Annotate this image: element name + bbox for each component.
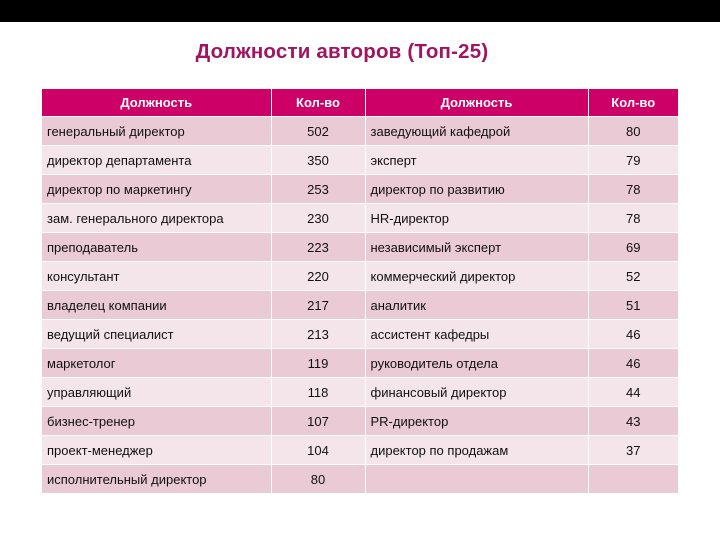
count-cell: 69 bbox=[588, 232, 678, 262]
count-cell: 213 bbox=[271, 319, 366, 349]
position-cell: ассистент кафедры bbox=[365, 319, 589, 349]
table-row: зам. генерального директора 230 HR-дирек… bbox=[42, 203, 678, 233]
count-cell: 78 bbox=[588, 203, 678, 233]
positions-table: Должность Кол-во Должность Кол-во генера… bbox=[42, 89, 678, 494]
position-cell: преподаватель bbox=[42, 232, 272, 262]
count-cell bbox=[588, 464, 678, 494]
table-row: маркетолог 119 руководитель отдела 46 bbox=[42, 348, 678, 378]
position-cell: коммерческий директор bbox=[365, 261, 589, 291]
header-count-1: Кол-во bbox=[271, 89, 366, 117]
position-cell: маркетолог bbox=[42, 348, 272, 378]
position-cell: консультант bbox=[42, 261, 272, 291]
table-row: директор по маркетингу 253 директор по р… bbox=[42, 174, 678, 204]
position-cell: аналитик bbox=[365, 290, 589, 320]
count-cell: 502 bbox=[271, 116, 366, 146]
table-row: владелец компании 217 аналитик 51 bbox=[42, 290, 678, 320]
position-cell: финансовый директор bbox=[365, 377, 589, 407]
header-position-1: Должность bbox=[42, 89, 272, 117]
count-cell: 107 bbox=[271, 406, 366, 436]
count-cell: 37 bbox=[588, 435, 678, 465]
count-cell: 104 bbox=[271, 435, 366, 465]
count-cell: 51 bbox=[588, 290, 678, 320]
position-cell: ведущий специалист bbox=[42, 319, 272, 349]
table-row: директор департамента 350 эксперт 79 bbox=[42, 145, 678, 175]
count-cell: 44 bbox=[588, 377, 678, 407]
count-cell: 253 bbox=[271, 174, 366, 204]
count-cell: 79 bbox=[588, 145, 678, 175]
page-title: Должности авторов (Топ-25) bbox=[195, 40, 489, 63]
count-cell: 78 bbox=[588, 174, 678, 204]
count-cell: 118 bbox=[271, 377, 366, 407]
position-cell: зам. генерального директора bbox=[42, 203, 272, 233]
count-cell: 43 bbox=[588, 406, 678, 436]
position-cell: независимый эксперт bbox=[365, 232, 589, 262]
count-cell: 46 bbox=[588, 319, 678, 349]
count-cell: 230 bbox=[271, 203, 366, 233]
position-cell: HR-директор bbox=[365, 203, 589, 233]
table-row: преподаватель 223 независимый эксперт 69 bbox=[42, 232, 678, 262]
position-cell: заведующий кафедрой bbox=[365, 116, 589, 146]
count-cell: 46 bbox=[588, 348, 678, 378]
count-cell: 223 bbox=[271, 232, 366, 262]
position-cell: генеральный директор bbox=[42, 116, 272, 146]
position-cell: владелец компании bbox=[42, 290, 272, 320]
position-cell: эксперт bbox=[365, 145, 589, 175]
count-cell: 119 bbox=[271, 348, 366, 378]
count-cell: 80 bbox=[588, 116, 678, 146]
position-cell: проект-менеджер bbox=[42, 435, 272, 465]
table-row: бизнес-тренер 107 PR-директор 43 bbox=[42, 406, 678, 436]
top-black-bar bbox=[0, 0, 720, 22]
count-cell: 52 bbox=[588, 261, 678, 291]
count-cell: 350 bbox=[271, 145, 366, 175]
position-cell: исполнительный директор bbox=[42, 464, 272, 494]
position-cell: PR-директор bbox=[365, 406, 589, 436]
table-header-row: Должность Кол-во Должность Кол-во bbox=[42, 89, 678, 117]
position-cell: директор по продажам bbox=[365, 435, 589, 465]
count-cell: 217 bbox=[271, 290, 366, 320]
position-cell: директор департамента bbox=[42, 145, 272, 175]
table-row: консультант 220 коммерческий директор 52 bbox=[42, 261, 678, 291]
position-cell bbox=[365, 464, 589, 494]
count-cell: 80 bbox=[271, 464, 366, 494]
table-row: исполнительный директор 80 bbox=[42, 464, 678, 494]
header-position-2: Должность bbox=[365, 89, 589, 117]
header-count-2: Кол-во bbox=[588, 89, 678, 117]
position-cell: управляющий bbox=[42, 377, 272, 407]
position-cell: директор по развитию bbox=[365, 174, 589, 204]
position-cell: руководитель отдела bbox=[365, 348, 589, 378]
count-cell: 220 bbox=[271, 261, 366, 291]
position-cell: бизнес-тренер bbox=[42, 406, 272, 436]
position-cell: директор по маркетингу bbox=[42, 174, 272, 204]
table-row: проект-менеджер 104 директор по продажам… bbox=[42, 435, 678, 465]
table-row: управляющий 118 финансовый директор 44 bbox=[42, 377, 678, 407]
table-row: генеральный директор 502 заведующий кафе… bbox=[42, 116, 678, 146]
table-row: ведущий специалист 213 ассистент кафедры… bbox=[42, 319, 678, 349]
